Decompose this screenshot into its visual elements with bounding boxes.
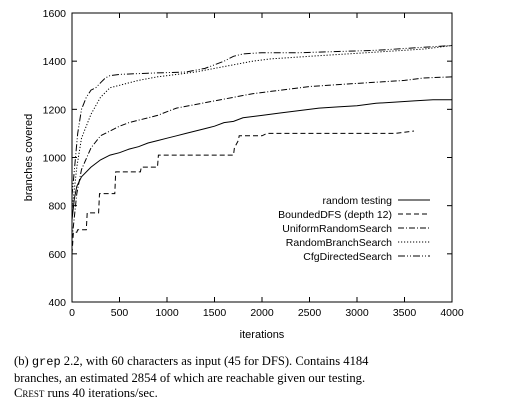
x-tick-label: 1000 (155, 307, 179, 319)
caption-program: grep (31, 355, 61, 369)
series-line-2 (71, 130, 415, 254)
x-tick-label: 2000 (250, 307, 274, 319)
series-line-3 (71, 76, 453, 240)
legend: random testing BoundedDFS (depth 12) Unifo… (278, 195, 430, 263)
y-tick-label: 1400 (43, 56, 67, 68)
legend-label: RandomBranchSearch (286, 237, 392, 249)
axes: 0 500 1000 1500 2000 2500 3000 3500 4000 400 600 80… (43, 8, 464, 319)
caption-line-1: (b) grep 2.2, with 60 characters as inpu… (14, 354, 514, 371)
x-tick-label: 500 (111, 307, 129, 319)
figure-caption: (b) grep 2.2, with 60 characters as inpu… (14, 354, 514, 402)
x-tick-label: 0 (69, 307, 75, 319)
x-tick-label: 2500 (298, 307, 322, 319)
y-tick-label: 400 (48, 297, 66, 309)
legend-label: BoundedDFS (depth 12) (278, 209, 392, 221)
legend-label: CfgDirectedSearch (303, 251, 392, 263)
series-group (71, 45, 453, 254)
caption-line-3-text: runs 40 iterations/sec. (44, 386, 158, 400)
y-tick-label: 1200 (43, 104, 67, 116)
series-line-5 (71, 45, 453, 197)
y-tick-label: 1000 (43, 153, 67, 165)
y-axis-label: branches covered (23, 114, 35, 201)
legend-label: random testing (323, 195, 393, 207)
x-tick-label: 3000 (345, 307, 369, 319)
line-chart: 0 500 1000 1500 2000 2500 3000 3500 4000 400 600 80… (23, 8, 464, 341)
series-line-4 (71, 45, 453, 211)
y-tick-label: 600 (48, 249, 66, 261)
caption-tool-name: Crest (14, 386, 45, 400)
caption-line-1-text: 2.2, with 60 characters as input (45 for… (60, 354, 369, 368)
caption-line-2: branches, an estimated 2854 of which are… (14, 370, 366, 385)
plot-frame (71, 12, 453, 303)
y-tick-label: 1600 (43, 8, 67, 20)
x-tick-label: 3500 (393, 307, 417, 319)
x-tick-label: 1500 (203, 307, 227, 319)
legend-label: UniformRandomSearch (282, 223, 392, 235)
y-tick-label: 800 (48, 201, 66, 213)
x-axis-label: iterations (240, 329, 285, 341)
x-tick-label: 4000 (440, 307, 464, 319)
caption-label: (b) (14, 354, 32, 368)
caption-line-3: Crest runs 40 iterations/sec. (14, 386, 514, 402)
series-line-1 (71, 99, 452, 221)
